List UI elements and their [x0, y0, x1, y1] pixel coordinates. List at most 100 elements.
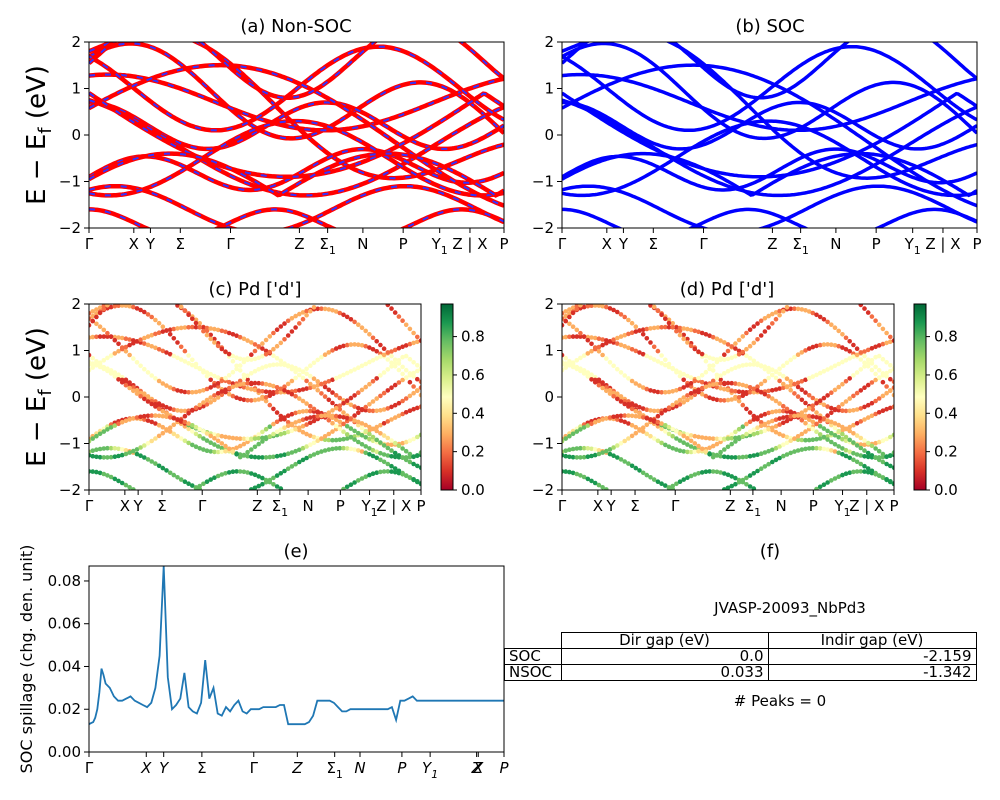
- projection-point: [817, 432, 823, 437]
- projection-point: [854, 469, 860, 474]
- projection-point: [201, 403, 206, 409]
- projection-point: [97, 310, 103, 316]
- projection-point: [308, 408, 313, 414]
- projection-point: [832, 425, 838, 431]
- projection-point: [315, 450, 321, 456]
- projection-point: [249, 447, 254, 452]
- projection-point: [142, 393, 147, 399]
- projection-point: [607, 339, 613, 344]
- projection-point: [747, 429, 753, 435]
- projection-point: [182, 389, 188, 395]
- projection-point: [729, 344, 734, 349]
- projection-point: [156, 378, 162, 384]
- projection-point: [862, 469, 867, 474]
- projection-point: [696, 387, 701, 393]
- projection-point: [403, 322, 409, 328]
- projection-point: [699, 379, 705, 385]
- projection-point: [655, 348, 661, 354]
- projection-point: [600, 352, 605, 358]
- projection-point: [699, 351, 705, 357]
- projection-point: [153, 317, 158, 323]
- projection-point: [677, 325, 683, 331]
- projection-point: [799, 437, 805, 443]
- projection-point: [585, 476, 591, 482]
- projection-point: [836, 450, 841, 456]
- projection-point: [101, 446, 107, 451]
- panel-a-ylabel: E − Ef (eV): [22, 65, 56, 205]
- projection-point: [766, 448, 771, 454]
- projection-point: [385, 435, 391, 441]
- projection-point: [311, 414, 317, 420]
- projection-point: [101, 455, 107, 460]
- projection-point: [873, 364, 878, 370]
- band-line: [89, 62, 504, 208]
- projection-point: [171, 422, 177, 428]
- projection-point: [415, 368, 420, 374]
- projection-point: [736, 477, 742, 483]
- projection-point: [840, 345, 845, 350]
- projection-point: [171, 353, 177, 359]
- nsoc-indir-gap: -1.342: [767, 664, 977, 681]
- projection-point: [367, 428, 372, 433]
- projection-point: [274, 327, 280, 333]
- projection-point: [418, 465, 421, 470]
- projection-point: [359, 425, 365, 431]
- projection-point: [381, 469, 387, 474]
- projection-point: [699, 446, 705, 452]
- projection-point: [396, 470, 402, 476]
- peaks-count: # Peaks = 0: [734, 692, 826, 710]
- projection-point: [97, 324, 103, 330]
- projection-point: [418, 366, 421, 371]
- projection-point: [344, 432, 350, 437]
- xtick-label: P: [397, 759, 407, 777]
- projection-point: [854, 459, 860, 465]
- projection-point: [352, 413, 357, 418]
- xtick-label: Z: [767, 235, 777, 253]
- projection-point: [190, 408, 195, 413]
- projection-point: [604, 448, 609, 454]
- projection-point: [880, 475, 886, 480]
- projection-point: [308, 415, 313, 420]
- projection-point: [267, 363, 273, 368]
- projection-point: [666, 424, 672, 430]
- projection-point: [215, 381, 221, 386]
- projection-point: [293, 448, 298, 454]
- projection-point: [293, 427, 298, 432]
- projection-point: [888, 388, 893, 393]
- projection-point: [865, 357, 871, 363]
- projection-point: [138, 363, 143, 369]
- projection-point: [722, 447, 727, 452]
- xtick-label: Z: [725, 497, 735, 515]
- projection-point: [315, 357, 321, 363]
- projection-point: [747, 343, 753, 349]
- projection-point: [733, 435, 738, 441]
- projection-point: [648, 388, 653, 393]
- projection-point: [674, 403, 679, 409]
- projection-point: [341, 486, 346, 490]
- projection-point: [378, 393, 383, 399]
- projection-point: [116, 348, 121, 354]
- projection-point: [285, 318, 291, 324]
- projection-point: [891, 432, 894, 438]
- plot-frame: [88, 565, 505, 753]
- projection-point: [825, 413, 830, 418]
- band-line: [562, 119, 977, 198]
- projection-point: [666, 431, 672, 437]
- projection-point: [710, 443, 716, 449]
- projection-point: [611, 390, 616, 396]
- projection-point: [607, 391, 613, 396]
- projection-point: [622, 373, 627, 378]
- projection-point: [722, 454, 727, 460]
- projection-point: [285, 420, 291, 425]
- xtick-label: Γ: [85, 497, 94, 515]
- projection-point: [260, 429, 265, 435]
- projection-point: [578, 330, 583, 336]
- projection-point: [751, 324, 757, 329]
- projection-point: [659, 440, 664, 446]
- projection-point: [847, 339, 852, 344]
- colorbar-tick-label: 0.4: [461, 404, 485, 422]
- projection-point: [94, 334, 99, 340]
- projection-point: [418, 379, 421, 385]
- xtick-label: Y1: [360, 497, 377, 519]
- projection-point: [681, 326, 686, 331]
